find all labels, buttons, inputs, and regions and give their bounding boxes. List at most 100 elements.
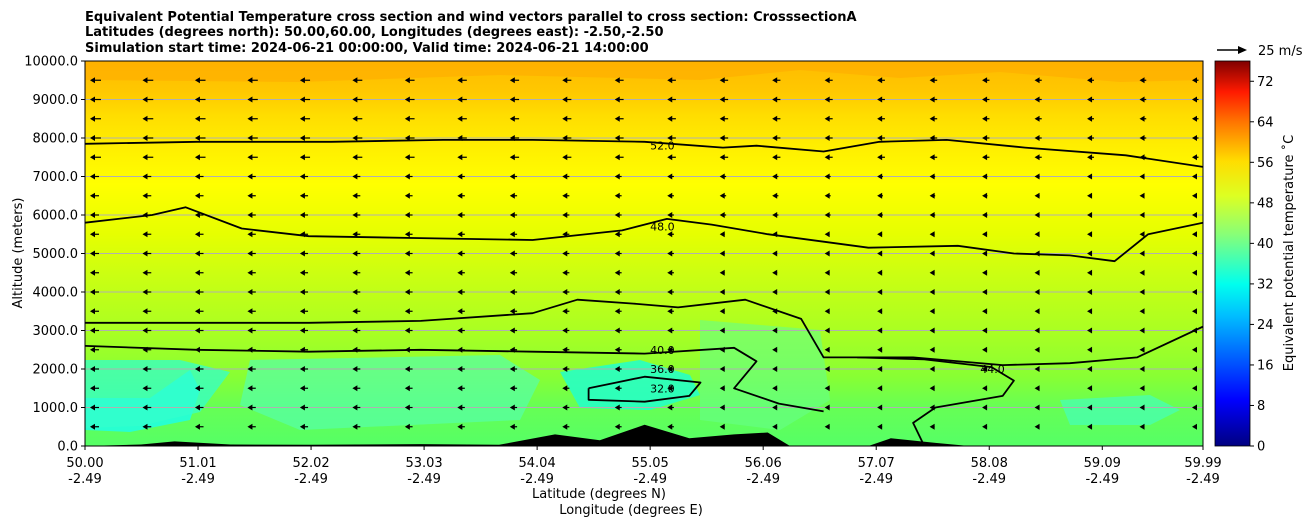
x-tick-lon: -2.49 — [520, 472, 554, 487]
wind-arrow — [929, 192, 936, 199]
wind-arrow — [299, 135, 311, 141]
wind-arrow — [982, 173, 988, 180]
wind-arrow — [247, 346, 256, 353]
wind-arrow — [1192, 250, 1197, 257]
wind-arrow — [404, 289, 413, 295]
wind-arrow — [1034, 96, 1042, 103]
wind-arrow — [352, 346, 361, 353]
wind-arrow — [1087, 96, 1094, 103]
wind-arrow — [457, 346, 465, 353]
wind-arrow — [824, 154, 833, 161]
wind-arrow — [614, 404, 622, 411]
colorbar-tick-label: 48 — [1257, 196, 1274, 211]
wind-arrow — [719, 77, 729, 84]
wind-arrow — [142, 231, 152, 238]
y-axis-label: Altitude (meters) — [11, 198, 26, 309]
wind-arrow — [404, 308, 413, 315]
wind-arrow — [824, 192, 831, 199]
wind-arrow — [509, 308, 518, 315]
wind-arrow — [404, 77, 415, 84]
wind-arrow — [719, 423, 725, 430]
x-tick-lon: -2.49 — [294, 472, 328, 487]
x-tick-lon: -2.49 — [68, 472, 102, 487]
title-line-3: Simulation start time: 2024-06-21 00:00:… — [85, 41, 649, 56]
wind-arrow — [824, 231, 830, 238]
wind-arrow — [614, 96, 624, 103]
wind-arrow — [929, 231, 935, 238]
wind-arrow — [457, 135, 467, 141]
wind-arrow — [772, 423, 778, 430]
wind-arrow — [877, 385, 883, 392]
wind-arrow — [1192, 212, 1197, 218]
wind-arrow — [562, 115, 572, 122]
wind-arrow — [1034, 327, 1040, 334]
wind-arrow — [982, 154, 990, 161]
wind-arrow — [299, 173, 309, 180]
wind-arrow — [352, 308, 361, 315]
wind-arrow — [719, 173, 727, 180]
wind-arrow — [824, 423, 830, 430]
wind-arrow — [1034, 115, 1042, 122]
y-tick-label: 2000.0 — [33, 363, 79, 378]
y-tick-label: 3000.0 — [33, 324, 79, 339]
wind-arrow — [1087, 192, 1093, 199]
wind-arrow — [719, 385, 725, 392]
cool-patch-6 — [1060, 395, 1180, 425]
wind-arrow — [142, 77, 154, 84]
wind-arrow — [194, 231, 204, 238]
wind-arrow — [824, 96, 833, 103]
contour-label: 40.0 — [650, 344, 675, 357]
wind-arrow — [772, 96, 781, 103]
quiver-key-arrow-head — [1238, 46, 1247, 54]
wind-arrow — [667, 423, 674, 430]
x-tick-lon: -2.49 — [1186, 472, 1220, 487]
wind-arrow — [877, 308, 883, 315]
wind-arrow — [982, 327, 988, 334]
wind-arrow — [667, 231, 674, 238]
wind-arrow — [1192, 192, 1197, 199]
wind-arrow — [667, 327, 674, 334]
wind-arrow — [1034, 77, 1042, 84]
wind-arrow — [509, 192, 518, 199]
wind-arrow — [719, 327, 725, 334]
wind-arrow — [1034, 250, 1040, 257]
wind-arrow — [772, 212, 779, 218]
wind-arrow — [299, 308, 309, 315]
wind-arrow — [142, 289, 152, 295]
wind-arrow — [1139, 212, 1145, 218]
wind-arrow — [194, 212, 204, 218]
wind-arrow — [352, 115, 363, 122]
wind-arrow — [404, 154, 415, 161]
y-tick-label: 1000.0 — [33, 401, 79, 416]
wind-arrow — [1139, 404, 1145, 411]
wind-arrow — [719, 135, 729, 141]
y-tick-label: 0.0 — [57, 440, 78, 455]
wind-arrow — [142, 366, 152, 372]
wind-arrow — [352, 77, 363, 84]
wind-arrow — [404, 327, 413, 334]
wind-arrow — [247, 212, 256, 218]
wind-arrow — [1192, 385, 1197, 392]
wind-arrow — [299, 250, 309, 257]
wind-arrow — [772, 154, 781, 161]
wind-arrow — [1087, 77, 1094, 84]
title-line-2: Latitudes (degrees north): 50.00,60.00, … — [85, 25, 664, 40]
wind-arrow — [299, 154, 311, 161]
wind-arrow — [404, 135, 415, 141]
wind-arrow — [982, 77, 990, 84]
wind-arrow — [1192, 173, 1197, 180]
wind-arrow — [982, 366, 988, 372]
wind-arrow — [299, 96, 311, 103]
colorbar — [1214, 60, 1251, 447]
wind-arrow — [90, 346, 99, 353]
y-gridlines — [85, 99, 1203, 408]
wind-arrow — [824, 404, 830, 411]
wind-arrow — [457, 385, 465, 392]
wind-arrow — [614, 327, 622, 334]
wind-arrow — [299, 192, 309, 199]
x-tick-lat: 59.99 — [1184, 456, 1221, 471]
colorbar-tick-label: 40 — [1257, 237, 1274, 252]
contour-label: 44.0 — [980, 363, 1005, 376]
cool-patch-3 — [560, 360, 700, 410]
wind-arrow — [142, 346, 152, 353]
